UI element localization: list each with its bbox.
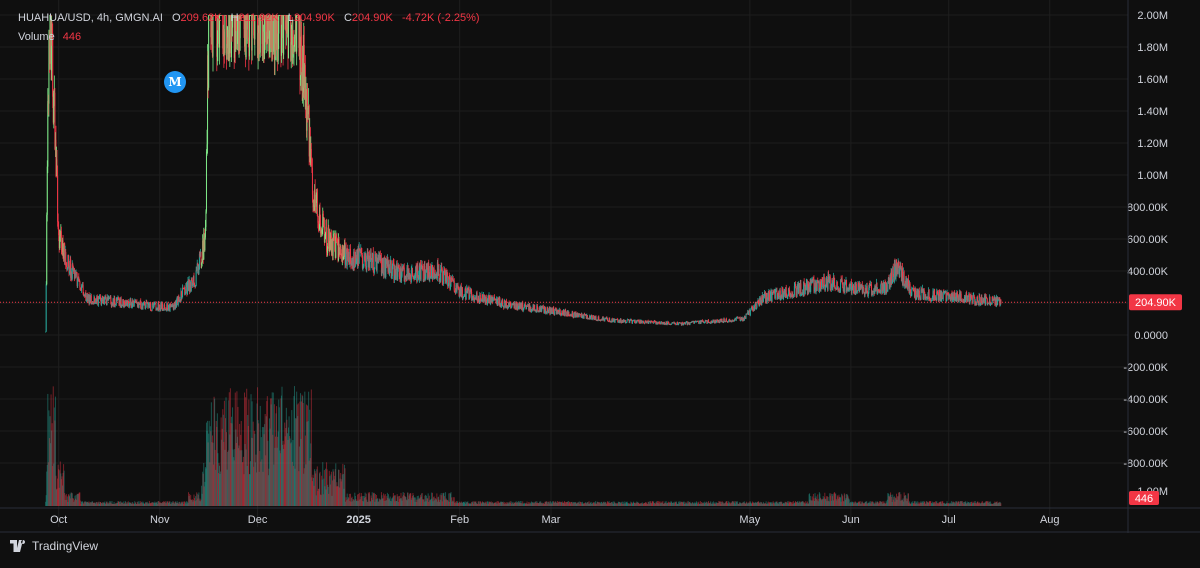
candle-body bbox=[779, 297, 780, 299]
candle-body bbox=[775, 292, 776, 299]
candle-body bbox=[576, 317, 577, 318]
candle-body bbox=[806, 283, 807, 290]
candle-body bbox=[124, 306, 125, 307]
candle-body bbox=[431, 269, 432, 278]
candle-body bbox=[880, 285, 881, 293]
candle-body bbox=[412, 268, 413, 276]
candle-body bbox=[396, 269, 397, 280]
price-candles bbox=[45, 15, 1001, 332]
candle-body bbox=[350, 249, 351, 261]
candle-body bbox=[671, 324, 672, 325]
candle-body bbox=[884, 283, 885, 294]
candle-body bbox=[384, 258, 385, 276]
candle-body bbox=[862, 287, 863, 292]
candle-body bbox=[206, 152, 207, 212]
candle-body bbox=[442, 270, 443, 283]
candle-body bbox=[334, 234, 335, 251]
candle-body bbox=[618, 322, 619, 323]
candle-body bbox=[834, 277, 835, 278]
candle-body bbox=[592, 319, 593, 320]
candle-body bbox=[205, 212, 206, 227]
candle-body bbox=[390, 264, 391, 272]
candle-body bbox=[842, 280, 843, 283]
candle-body bbox=[525, 305, 526, 306]
candle-body bbox=[837, 282, 838, 287]
candle-body bbox=[710, 323, 711, 324]
candle-body bbox=[487, 301, 488, 305]
candle-body bbox=[656, 322, 657, 323]
candle-body bbox=[98, 298, 99, 305]
candle-body bbox=[311, 149, 312, 158]
volume-bar bbox=[1000, 503, 1001, 506]
candle-body bbox=[196, 271, 197, 287]
candle-body bbox=[548, 310, 549, 313]
candle-body bbox=[46, 284, 47, 331]
candle-body bbox=[182, 297, 183, 298]
candle-body bbox=[466, 292, 467, 300]
candle-body bbox=[79, 282, 80, 288]
candle-body bbox=[851, 290, 852, 293]
candle-body bbox=[456, 287, 457, 292]
candle-body bbox=[568, 312, 569, 315]
candle-body bbox=[450, 287, 451, 289]
candle-body bbox=[734, 319, 735, 321]
candle-body bbox=[873, 292, 874, 294]
candle-body bbox=[770, 292, 771, 301]
candle-body bbox=[824, 277, 825, 286]
candle-body bbox=[185, 287, 186, 294]
candle-body bbox=[293, 46, 294, 52]
candle-body bbox=[291, 42, 292, 61]
candle-body bbox=[502, 300, 503, 306]
candle-body bbox=[825, 287, 826, 290]
candle-body bbox=[433, 278, 434, 280]
candle-body bbox=[195, 286, 196, 287]
candle-body bbox=[477, 293, 478, 301]
candle-body bbox=[523, 308, 524, 309]
candle-body bbox=[800, 283, 801, 294]
candle-body bbox=[191, 280, 192, 291]
candle-body bbox=[740, 317, 741, 320]
candle-body bbox=[593, 315, 594, 318]
candle-body bbox=[607, 318, 608, 320]
candle-body bbox=[152, 304, 153, 310]
candle-body bbox=[653, 323, 654, 324]
candle-body bbox=[150, 303, 151, 310]
candle-body bbox=[596, 317, 597, 320]
candle-body bbox=[794, 286, 795, 295]
candle-body bbox=[365, 256, 366, 266]
volume-histogram bbox=[45, 386, 1001, 506]
candle-body bbox=[797, 288, 798, 296]
candle-body bbox=[107, 299, 108, 305]
candle-body bbox=[61, 231, 62, 250]
candle-body bbox=[454, 281, 455, 291]
candle-body bbox=[750, 311, 751, 315]
volume-bar bbox=[345, 468, 346, 506]
candle-body bbox=[129, 305, 130, 307]
candle-body bbox=[374, 269, 375, 272]
candle-body bbox=[566, 312, 567, 316]
candle-body bbox=[515, 303, 516, 309]
candle-body bbox=[193, 276, 194, 283]
candle-body bbox=[339, 239, 340, 253]
candle-body bbox=[842, 283, 843, 288]
candle-body bbox=[383, 258, 384, 273]
candle-body bbox=[105, 297, 106, 304]
candle-body bbox=[47, 167, 48, 215]
candle-body bbox=[726, 319, 727, 321]
candle-body bbox=[707, 323, 708, 324]
candle-body bbox=[830, 277, 831, 290]
candle-body bbox=[769, 292, 770, 301]
candle-body bbox=[354, 252, 355, 268]
candle-body bbox=[619, 320, 620, 323]
candle-body bbox=[198, 269, 199, 274]
candle-body bbox=[359, 248, 360, 263]
candle-body bbox=[756, 302, 757, 308]
candle-body bbox=[317, 189, 318, 216]
candle-body bbox=[572, 312, 573, 317]
candle-body bbox=[613, 319, 614, 321]
candle-body bbox=[481, 300, 482, 301]
candle-body bbox=[46, 215, 47, 284]
